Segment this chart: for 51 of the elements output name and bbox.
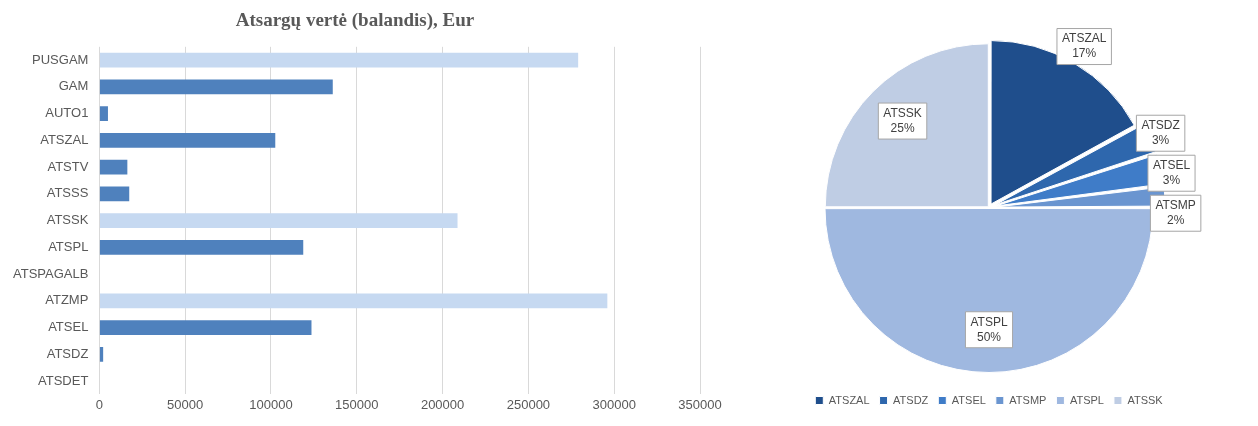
- x-tick-label: 300000: [592, 396, 636, 412]
- legend-label: ATSSK: [1127, 393, 1164, 406]
- slice-label: ATSZAL: [1061, 31, 1107, 46]
- y-tick-label: ATSEL: [48, 319, 89, 335]
- data-label: 3%: [1162, 173, 1181, 188]
- slice-label: ATSEL: [1152, 158, 1191, 173]
- bar: [99, 159, 128, 175]
- y-tick-label: ATSSK: [46, 212, 89, 228]
- bar: [99, 52, 579, 68]
- data-label: 2%: [1166, 213, 1185, 228]
- bar: [99, 133, 276, 148]
- x-tick-label: 0: [95, 396, 103, 412]
- y-tick-label: GAM: [58, 78, 89, 94]
- x-tick-label: 250000: [506, 396, 551, 412]
- data-label: 50%: [976, 329, 1002, 344]
- y-tick-label: ATSPL: [48, 238, 89, 254]
- x-tick-label: 350000: [678, 396, 722, 412]
- legend-label: ATSDZ: [893, 393, 929, 406]
- y-tick-label: PUSGAM: [32, 51, 89, 67]
- x-tick-label: 100000: [249, 396, 293, 412]
- x-tick-label: 200000: [420, 396, 465, 412]
- y-tick-label: ATSDET: [38, 372, 89, 388]
- y-tick-label: ATSZAL: [40, 131, 89, 147]
- slice-label: ATSDZ: [1141, 118, 1180, 133]
- legend-label: ATSZAL: [828, 393, 870, 406]
- slice-label: ATSSK: [883, 105, 922, 120]
- data-label: 17%: [1072, 46, 1097, 61]
- bar: [99, 106, 108, 121]
- y-tick-label: ATSDZ: [46, 345, 89, 361]
- slice-label: ATSMP: [1155, 198, 1196, 213]
- x-tick-label: 50000: [167, 396, 204, 412]
- y-tick-label: ATSTV: [47, 158, 89, 174]
- chart-title: Atsargų vertė (balandis), Eur: [235, 9, 475, 32]
- y-tick-label: ATSPAGALB: [12, 265, 89, 281]
- bar: [99, 293, 608, 309]
- slice-label: ATSPL: [970, 314, 1008, 329]
- y-tick-label: AUTO1: [45, 105, 89, 121]
- bar: [99, 213, 458, 228]
- bar: [99, 239, 304, 255]
- legend-label: ATSEL: [951, 393, 986, 406]
- bar: [99, 346, 104, 362]
- legend-label: ATSPL: [1069, 393, 1104, 406]
- bar: [99, 186, 130, 202]
- y-tick-label: ATZMP: [45, 292, 89, 308]
- legend-label: ATSMP: [1009, 393, 1047, 406]
- data-label: 25%: [890, 120, 915, 135]
- x-tick-label: 150000: [335, 396, 379, 412]
- bar: [99, 79, 333, 95]
- bar: [99, 320, 312, 335]
- y-tick-label: ATSSS: [46, 185, 89, 201]
- data-label: 3%: [1151, 133, 1170, 148]
